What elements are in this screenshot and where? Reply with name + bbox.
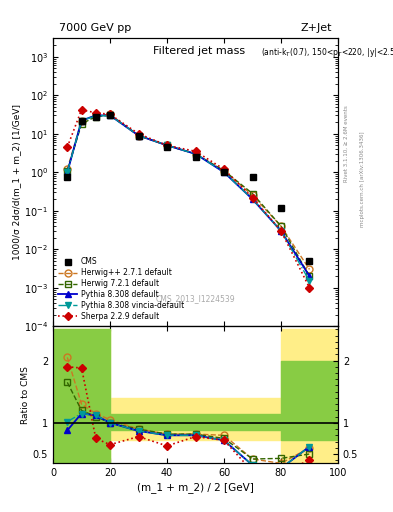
Text: 7000 GeV pp: 7000 GeV pp: [59, 23, 131, 33]
Pythia 8.308 default: [108, 112, 112, 118]
Herwig 7.2.1 default: [307, 273, 312, 279]
Legend: CMS, Herwig++ 2.7.1 default, Herwig 7.2.1 default, Pythia 8.308 default, Pythia : CMS, Herwig++ 2.7.1 default, Herwig 7.2.…: [57, 256, 185, 323]
Text: CMS_2013_I1224539: CMS_2013_I1224539: [156, 294, 235, 303]
Pythia 8.308 default: [250, 196, 255, 202]
Sherpa 2.2.9 default: [94, 110, 98, 116]
Herwig 7.2.1 default: [222, 167, 226, 174]
CMS: [108, 112, 112, 118]
CMS: [307, 258, 312, 264]
CMS: [165, 144, 169, 150]
Herwig 7.2.1 default: [108, 112, 112, 118]
CMS: [193, 154, 198, 160]
Sherpa 2.2.9 default: [136, 131, 141, 137]
CMS: [136, 134, 141, 140]
Pythia 8.308 vincia-default: [307, 278, 312, 284]
CMS: [94, 114, 98, 120]
Sherpa 2.2.9 default: [79, 106, 84, 113]
Pythia 8.308 default: [94, 112, 98, 118]
Herwig++ 2.7.1 default: [193, 151, 198, 157]
Herwig++ 2.7.1 default: [108, 111, 112, 117]
Herwig++ 2.7.1 default: [94, 112, 98, 118]
Y-axis label: Ratio to CMS: Ratio to CMS: [21, 366, 30, 424]
Pythia 8.308 vincia-default: [79, 118, 84, 124]
Herwig 7.2.1 default: [136, 133, 141, 139]
Pythia 8.308 vincia-default: [193, 151, 198, 157]
Pythia 8.308 vincia-default: [108, 112, 112, 118]
Sherpa 2.2.9 default: [222, 166, 226, 173]
Text: Rivet 3.1.10, ≥ 2.6M events: Rivet 3.1.10, ≥ 2.6M events: [344, 105, 349, 182]
Pythia 8.308 vincia-default: [222, 169, 226, 175]
Pythia 8.308 default: [65, 169, 70, 175]
Herwig++ 2.7.1 default: [136, 133, 141, 139]
Line: Herwig 7.2.1 default: Herwig 7.2.1 default: [64, 112, 313, 280]
Line: CMS: CMS: [64, 112, 312, 264]
Sherpa 2.2.9 default: [65, 144, 70, 150]
Herwig 7.2.1 default: [94, 114, 98, 120]
CMS: [250, 174, 255, 180]
X-axis label: (m_1 + m_2) / 2 [GeV]: (m_1 + m_2) / 2 [GeV]: [137, 482, 254, 493]
Line: Pythia 8.308 default: Pythia 8.308 default: [64, 112, 313, 280]
Herwig 7.2.1 default: [65, 167, 70, 174]
Sherpa 2.2.9 default: [165, 142, 169, 148]
Pythia 8.308 default: [193, 151, 198, 157]
Sherpa 2.2.9 default: [193, 148, 198, 155]
Line: Sherpa 2.2.9 default: Sherpa 2.2.9 default: [64, 107, 312, 290]
CMS: [79, 118, 84, 124]
Sherpa 2.2.9 default: [307, 285, 312, 291]
Sherpa 2.2.9 default: [279, 228, 283, 234]
Herwig++ 2.7.1 default: [250, 193, 255, 199]
CMS: [279, 205, 283, 211]
Sherpa 2.2.9 default: [250, 195, 255, 201]
Pythia 8.308 vincia-default: [65, 169, 70, 175]
Pythia 8.308 default: [79, 118, 84, 124]
Sherpa 2.2.9 default: [108, 111, 112, 117]
Herwig 7.2.1 default: [279, 223, 283, 229]
Line: Herwig++ 2.7.1 default: Herwig++ 2.7.1 default: [64, 111, 313, 273]
Pythia 8.308 default: [165, 142, 169, 148]
Text: Filtered jet mass: Filtered jet mass: [153, 46, 245, 56]
Herwig++ 2.7.1 default: [65, 166, 70, 173]
Pythia 8.308 default: [279, 228, 283, 234]
Herwig++ 2.7.1 default: [79, 118, 84, 124]
Herwig++ 2.7.1 default: [279, 223, 283, 229]
Pythia 8.308 vincia-default: [94, 113, 98, 119]
Text: Z+Jet: Z+Jet: [301, 23, 332, 33]
Herwig 7.2.1 default: [250, 190, 255, 197]
Herwig 7.2.1 default: [193, 151, 198, 157]
Herwig 7.2.1 default: [79, 121, 84, 127]
Herwig 7.2.1 default: [165, 142, 169, 148]
Pythia 8.308 vincia-default: [250, 196, 255, 202]
Text: (anti-k$_T$(0.7), 150<p$_T$<220, |y|<2.5): (anti-k$_T$(0.7), 150<p$_T$<220, |y|<2.5…: [261, 46, 393, 58]
CMS: [65, 174, 70, 180]
Herwig++ 2.7.1 default: [165, 142, 169, 148]
Line: Pythia 8.308 vincia-default: Pythia 8.308 vincia-default: [64, 112, 313, 285]
Herwig++ 2.7.1 default: [222, 167, 226, 174]
Pythia 8.308 vincia-default: [279, 228, 283, 234]
Pythia 8.308 vincia-default: [136, 133, 141, 139]
CMS: [222, 169, 226, 175]
Pythia 8.308 default: [136, 133, 141, 139]
Y-axis label: 1000/σ 2dσ/d(m_1 + m_2) [1/GeV]: 1000/σ 2dσ/d(m_1 + m_2) [1/GeV]: [12, 104, 21, 260]
Pythia 8.308 default: [307, 273, 312, 279]
Pythia 8.308 vincia-default: [165, 142, 169, 148]
Text: mcplots.cern.ch [arXiv:1306.3436]: mcplots.cern.ch [arXiv:1306.3436]: [360, 132, 365, 227]
Herwig++ 2.7.1 default: [307, 266, 312, 272]
Pythia 8.308 default: [222, 169, 226, 175]
